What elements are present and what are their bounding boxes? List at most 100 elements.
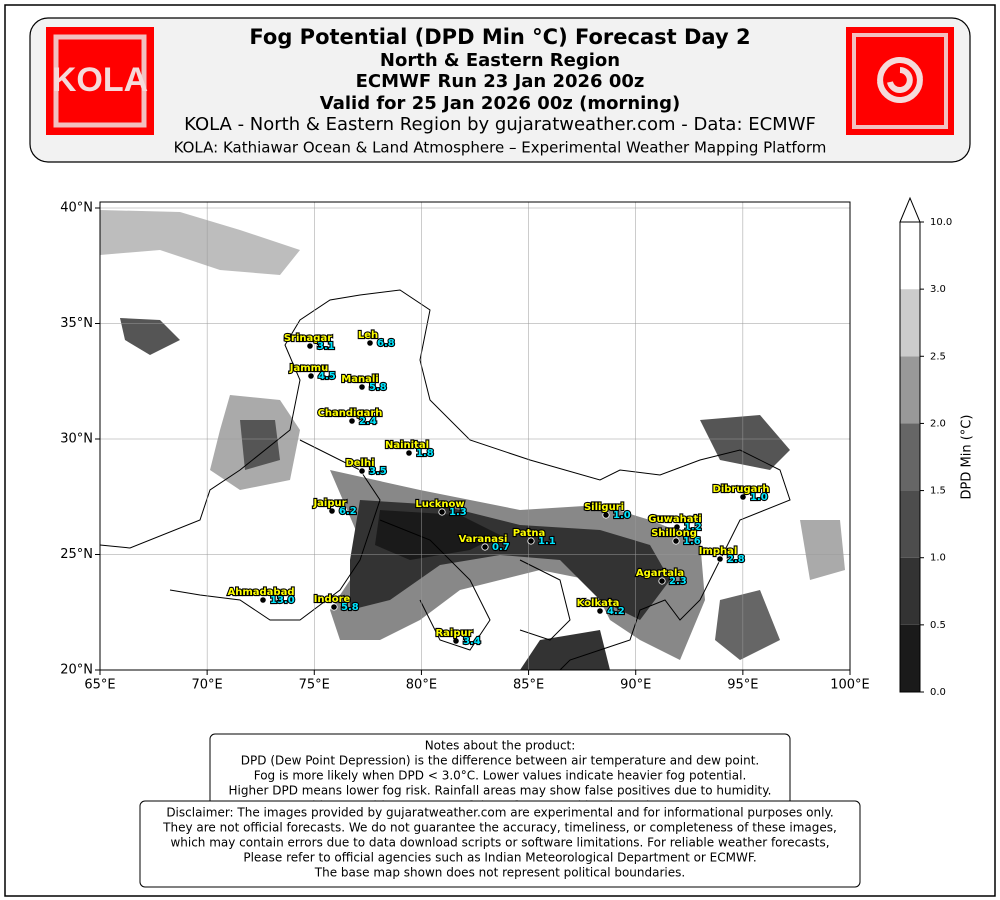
logo-right (846, 27, 954, 135)
city-marker (306, 342, 314, 350)
x-tick-label: 75°E (299, 678, 330, 693)
city-name: Lucknow (415, 499, 464, 510)
logo-text: KOLA (52, 61, 148, 99)
colorbar-tick-label: 0.0 (930, 687, 946, 698)
city-marker (596, 607, 604, 615)
city-name: Imphal (699, 546, 738, 557)
city-value: 5.8 (341, 602, 359, 613)
city-value: 6.2 (339, 506, 357, 517)
city-value: 1.8 (416, 448, 434, 459)
city-marker (366, 339, 374, 347)
city-value: 3.5 (369, 466, 387, 477)
city-name: Nainital (385, 440, 429, 451)
x-tick-label: 65°E (84, 678, 115, 693)
valid-info: Valid for 25 Jan 2026 00z (morning) (320, 93, 680, 114)
colorbar-tick-label: 10.0 (930, 217, 952, 228)
city-marker (602, 511, 610, 519)
notes-line: Fog is more likely when DPD < 3.0°C. Low… (254, 769, 747, 783)
city-value: 1.2 (684, 522, 702, 533)
colorbar-level (900, 423, 920, 491)
city-value: 1.6 (683, 536, 701, 547)
run-info: ECMWF Run 23 Jan 2026 00z (356, 71, 645, 92)
city-name: Raipur (435, 628, 472, 639)
city-marker (405, 449, 413, 457)
city-value: 0.7 (492, 542, 510, 553)
city-marker (716, 555, 724, 563)
city-marker (358, 383, 366, 391)
colorbar-tick-label: 1.0 (930, 553, 946, 564)
disclaimer-line: Disclaimer: The images provided by gujar… (166, 806, 833, 820)
city-name: Kolkata (577, 598, 620, 609)
colorbar-tick-label: 3.0 (930, 284, 946, 295)
city-marker (328, 507, 336, 515)
disclaimer-line: which may contain errors due to data dow… (170, 836, 829, 850)
x-tick-label: 70°E (192, 678, 223, 693)
city-marker (672, 537, 680, 545)
colorbar: 0.0 0.5 1.0 1.5 2.0 2.5 3.0 10.0 (899, 196, 952, 698)
colorbar-tick-label: 0.5 (930, 620, 946, 631)
y-tick-label: 30°N (60, 432, 93, 447)
map-frame (99, 201, 851, 671)
y-tick-label: 20°N (60, 663, 93, 678)
city-marker (330, 603, 338, 611)
city-name: Varanasi (459, 534, 508, 545)
city-value: 1.1 (538, 536, 556, 547)
city-name: Leh (358, 330, 378, 341)
city-marker (739, 493, 747, 501)
x-tick-label: 95°E (727, 678, 758, 693)
city-marker (452, 637, 460, 645)
colorbar-level (900, 557, 920, 625)
header-box (29, 17, 971, 163)
colorbar-tick-label: 2.0 (930, 418, 946, 429)
city-value: 4.2 (607, 606, 625, 617)
x-tick-label: 85°E (513, 678, 544, 693)
city-marker (658, 577, 666, 585)
city-marker (307, 372, 315, 380)
city-name: Srinagar (284, 333, 332, 344)
colorbar-label: DPD Min (°C) (960, 415, 975, 500)
colorbar-tick-label: 2.5 (930, 351, 946, 362)
title: Fog Potential (DPD Min °C) Forecast Day … (249, 25, 750, 49)
colorbar-frame (899, 221, 921, 693)
x-tick-label: 80°E (406, 678, 437, 693)
city-name: Delhi (345, 458, 374, 469)
city-value: 5.8 (369, 382, 387, 393)
city-marker (438, 508, 446, 516)
notes-line: DPD (Dew Point Depression) is the differ… (241, 754, 759, 768)
city-marker (527, 537, 535, 545)
city-name: Ahmadabad (228, 587, 295, 598)
y-tick-label: 35°N (60, 316, 93, 331)
disclaimer-line: Please refer to official agencies such a… (243, 851, 756, 865)
city-name: Jammu (289, 363, 328, 374)
city-name: Dibrugarh (713, 484, 770, 495)
credit: KOLA - North & Eastern Region by gujarat… (184, 114, 816, 135)
subtitle: North & Eastern Region (380, 50, 620, 71)
city-value: 2.4 (359, 416, 377, 427)
notes-line: Notes about the product: (425, 739, 576, 753)
disclaimer-line: The base map shown does not represent po… (314, 866, 685, 880)
y-tick-label: 25°N (60, 547, 93, 562)
colorbar-level (900, 289, 920, 357)
city-marker (348, 417, 356, 425)
city-value: 2.8 (727, 554, 745, 565)
city-value: 1.0 (750, 492, 768, 503)
notes-line: Higher DPD means lower fog risk. Rainfal… (229, 784, 772, 798)
city-marker (358, 467, 366, 475)
city-name: Patna (513, 528, 545, 539)
city-value: 6.8 (377, 338, 395, 349)
city-name: Chandigarh (318, 408, 383, 419)
city-name: Indore (314, 594, 351, 605)
city-value: 3.1 (317, 341, 335, 352)
colorbar-level (900, 222, 920, 290)
city-value: 1.3 (449, 507, 467, 518)
fog-shading (100, 210, 845, 670)
city-name: Siliguri (584, 502, 624, 513)
x-tick-label: 100°E (830, 678, 870, 693)
y-tick-label: 40°N (60, 201, 93, 216)
city-marker (673, 523, 681, 531)
city-name: Shillong (651, 528, 697, 539)
city-value: 1.0 (613, 510, 631, 521)
city-name: Guwahati (648, 514, 701, 525)
city-value: 3.4 (463, 636, 481, 647)
